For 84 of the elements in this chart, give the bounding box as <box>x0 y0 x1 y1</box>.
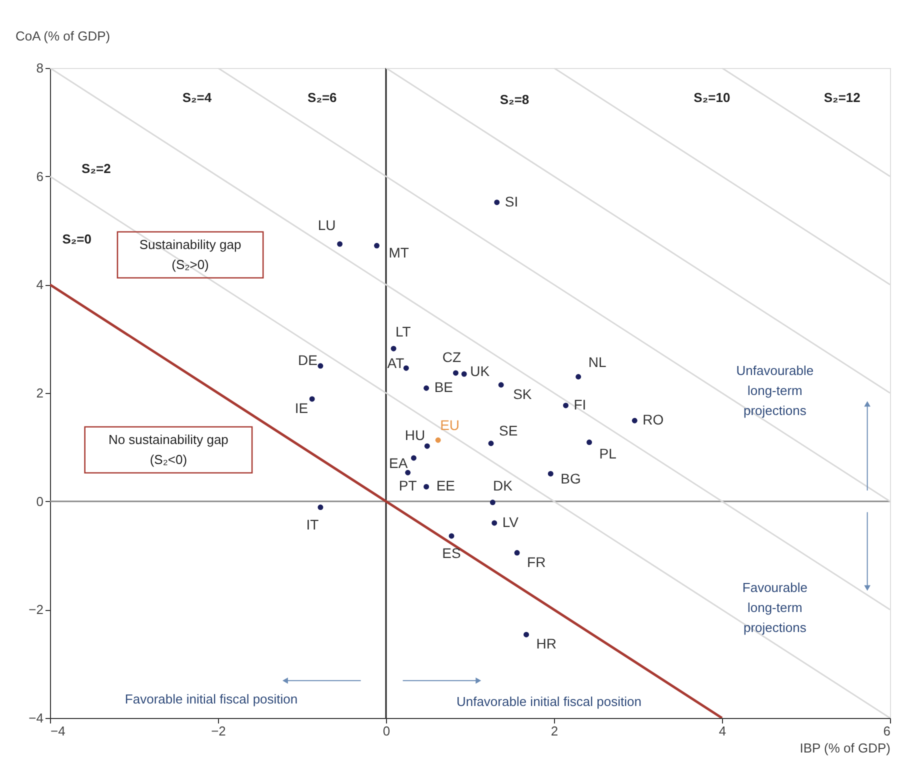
annotation: S₂=4 <box>182 90 212 105</box>
point <box>461 371 467 377</box>
series-label: LV <box>502 514 520 530</box>
series-label: BE <box>434 379 454 396</box>
annotation: Favorable initial fiscal position <box>124 692 298 707</box>
annotation: S₂=2 <box>82 160 111 176</box>
series-label: EU <box>440 417 460 434</box>
annotation: Favourable long-term projections <box>742 580 808 636</box>
point <box>514 550 520 556</box>
series-label: BG <box>560 470 581 487</box>
series-label: ES <box>442 545 461 561</box>
x-tick-label: −4 <box>50 724 66 738</box>
x-tick-label: −2 <box>211 724 226 738</box>
point <box>448 533 454 539</box>
point <box>424 443 430 449</box>
series-label: FR <box>527 554 546 570</box>
annotation: S₂=6 <box>308 90 337 105</box>
y-tick-label: −2 <box>28 602 44 618</box>
annotation: S₂=0 <box>62 232 92 247</box>
series-label: LT <box>396 324 412 340</box>
x-tick-label: 4 <box>718 724 726 738</box>
point <box>424 385 430 391</box>
point <box>452 370 458 376</box>
series-label: EA <box>389 455 408 471</box>
series-label: NL <box>588 354 606 370</box>
point <box>435 437 441 443</box>
series-label: PL <box>599 445 617 462</box>
annotation: S₂=10 <box>694 90 730 105</box>
series-label: DE <box>298 352 318 368</box>
y-tick-label: 6 <box>36 168 44 184</box>
point <box>390 346 396 352</box>
series-label: IT <box>306 516 320 532</box>
point <box>318 504 324 510</box>
x-tick-label: 6 <box>883 724 890 738</box>
series-label: LU <box>318 217 336 234</box>
point <box>492 520 498 526</box>
point <box>424 484 430 490</box>
series-label: PT <box>398 478 418 494</box>
series-label: SI <box>504 193 518 210</box>
point <box>318 363 324 369</box>
point <box>632 418 638 424</box>
x-tick-label: 2 <box>550 724 558 738</box>
y-axis-title: CoA (% of GDP) <box>16 28 110 44</box>
annotation: No sustainability gap (S₂<0) <box>108 432 228 467</box>
point <box>490 500 496 506</box>
annotation: Sustainability gap (S₂>0) <box>139 236 242 272</box>
series-label: HU <box>404 427 426 444</box>
x-tick-label: 0 <box>382 724 390 738</box>
point <box>410 455 416 461</box>
x-axis-title: IBP (% of GDP) <box>800 740 890 756</box>
point <box>337 241 343 247</box>
point <box>498 382 504 388</box>
series-label: SK <box>513 386 532 402</box>
series-label: MT <box>388 244 410 261</box>
annotation: Unfavourable long-term projections <box>736 362 814 418</box>
y-tick-label: 0 <box>36 494 44 509</box>
series-label: IE <box>294 400 308 416</box>
annotation: S₂=8 <box>500 92 530 107</box>
series-label: CZ <box>442 348 462 365</box>
point <box>405 470 411 476</box>
point <box>309 396 315 402</box>
point <box>403 365 409 371</box>
point <box>488 440 494 446</box>
annotation: S₂=12 <box>824 90 860 105</box>
series-label: SE <box>499 422 518 438</box>
series-label: AT <box>387 355 405 372</box>
series-label: EE <box>436 478 456 494</box>
annotation: Unfavorable initial fiscal position <box>456 694 642 709</box>
series-label: UK <box>470 363 490 380</box>
y-tick-label: −4 <box>28 710 44 726</box>
y-tick-label: 8 <box>36 60 44 76</box>
point <box>374 242 380 248</box>
y-tick-label: 4 <box>36 277 44 292</box>
series-label: RO <box>642 412 664 428</box>
point <box>563 402 568 408</box>
point <box>576 374 582 380</box>
point <box>494 200 500 206</box>
point <box>586 440 592 446</box>
point <box>524 632 530 638</box>
series-label: DK <box>492 477 514 494</box>
y-tick-label: 2 <box>36 386 44 400</box>
series-label: HR <box>536 636 557 652</box>
point <box>548 470 554 476</box>
series-label: FI <box>574 396 586 412</box>
